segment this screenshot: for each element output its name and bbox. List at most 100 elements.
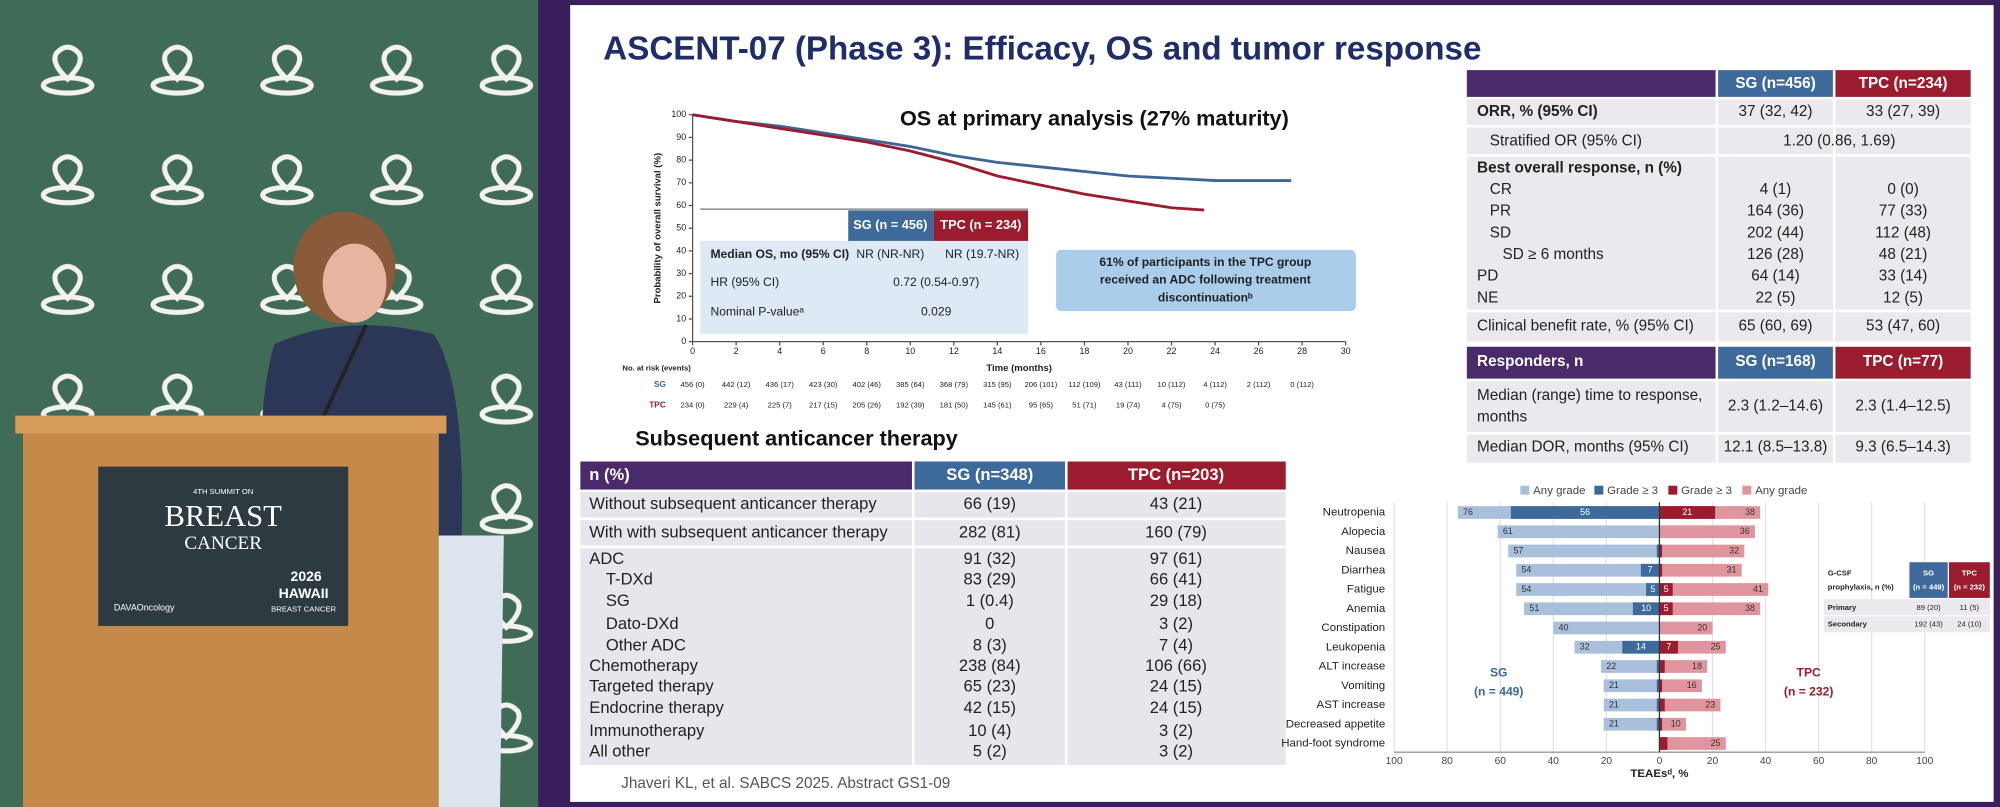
risk-value: 95 (65) — [1029, 400, 1054, 409]
table-value: 37 (32, 42) — [1739, 103, 1813, 120]
risk-value: 181 (50) — [940, 400, 969, 409]
bar — [1656, 717, 1660, 731]
bar-label: 61 — [1503, 526, 1513, 536]
x-tick-label: 20 — [1707, 756, 1719, 767]
y-tick-label: 100 — [671, 109, 686, 119]
risk-value: 436 (17) — [765, 380, 794, 389]
bar — [1524, 602, 1660, 616]
table-value: 5 (2) — [973, 742, 1007, 761]
table-value: 3 (2) — [1159, 742, 1193, 761]
bar — [1659, 544, 1663, 558]
sign-text: HAWAII — [279, 585, 329, 601]
table-label: PR — [1490, 203, 1511, 220]
bar — [1622, 640, 1660, 654]
bar — [1553, 621, 1660, 635]
header-cell — [580, 461, 912, 490]
table-cell: Primary — [1828, 603, 1857, 612]
x-tick-label: 0 — [1657, 756, 1663, 767]
bar — [1659, 660, 1708, 673]
bar — [1659, 544, 1745, 558]
table-value: 22 (5) — [1756, 289, 1796, 306]
risk-value: 225 (7) — [768, 400, 793, 409]
table-header: (n = 449) — [1913, 583, 1945, 592]
table-value: 24 (15) — [1150, 698, 1202, 717]
table-value: 0.72 (0.54-0.97) — [893, 275, 979, 289]
bar-label: 41 — [1753, 584, 1763, 594]
survival-curve — [692, 113, 1205, 212]
bar — [1516, 583, 1660, 596]
bar — [1659, 621, 1713, 635]
x-tick-label: 14 — [992, 346, 1002, 356]
bar-label: 5 — [1664, 603, 1669, 613]
bar-label: 7 — [1666, 642, 1671, 652]
y-tick-label: 30 — [676, 268, 686, 278]
table-value: 0 (0) — [1887, 181, 1918, 198]
bar-label: 32 — [1580, 642, 1590, 652]
x-tick-label: 80 — [1866, 756, 1878, 767]
x-axis-label: Time (months) — [986, 363, 1052, 374]
table-header: TPC (n=77) — [1863, 353, 1943, 370]
bar — [1497, 525, 1660, 539]
table-value: 8 (3) — [973, 636, 1007, 655]
table-label: months — [1477, 409, 1528, 426]
x-tick-label: 30 — [1341, 346, 1351, 356]
risk-value: 368 (79) — [940, 380, 969, 389]
header-cell — [1835, 346, 1971, 379]
bar — [1656, 660, 1660, 673]
table-header: n (%) — [589, 465, 629, 484]
table-label: Chemotherapy — [589, 656, 698, 675]
slide-title: ASCENT-07 (Phase 3): Efficacy, OS and tu… — [603, 31, 1481, 68]
group-label: (n = 232) — [1784, 684, 1833, 698]
legend-swatch — [1594, 485, 1604, 495]
risk-value: 385 (64) — [896, 380, 925, 389]
table-value: 48 (21) — [1879, 246, 1927, 263]
table-label: With with subsequent anticancer therapy — [589, 522, 888, 541]
table-value: 12 (5) — [1883, 289, 1923, 306]
section-title: Subsequent anticancer therapy — [635, 426, 958, 451]
bar-label: 54 — [1521, 584, 1531, 594]
bar-label: 21 — [1609, 680, 1619, 690]
bar — [1659, 525, 1755, 539]
table-value: 0.029 — [921, 305, 952, 319]
category-label: Anemia — [1346, 603, 1386, 615]
table-label: Targeted therapy — [589, 677, 714, 696]
survival-curve — [692, 113, 1292, 182]
x-tick-label: 100 — [1916, 756, 1933, 767]
bar-label: 56 — [1580, 507, 1590, 517]
table-value: 3 (2) — [1159, 721, 1193, 740]
bar-label: 51 — [1529, 603, 1539, 613]
table-value: 43 (21) — [1150, 494, 1202, 513]
header-cell — [1466, 346, 1716, 379]
bar-label: 10 — [1671, 719, 1681, 729]
table-label: Stratified OR (95% CI) — [1490, 133, 1642, 150]
table-label: HR (95% CI) — [710, 275, 779, 289]
table-value: 126 (28) — [1747, 246, 1804, 263]
bar — [1516, 563, 1660, 577]
bar-label: 57 — [1513, 545, 1523, 555]
risk-value: 0 (112) — [1290, 380, 1314, 389]
bar-label: 5 — [1650, 584, 1655, 594]
bar-label: 22 — [1606, 661, 1616, 671]
bar-label: 32 — [1729, 545, 1739, 555]
table-body — [700, 240, 1029, 335]
y-tick-label: 60 — [676, 200, 686, 210]
table-header: SG — [1923, 569, 1934, 578]
legend-label: Any grade — [1755, 485, 1807, 497]
bar — [1659, 717, 1663, 731]
legend-swatch — [1668, 485, 1678, 495]
category-label: Hand-foot syndrome — [1281, 738, 1385, 750]
table-value: 164 (36) — [1747, 203, 1804, 220]
table-header: TPC (n=203) — [1128, 465, 1224, 484]
table-header: TPC (n=234) — [1859, 75, 1948, 92]
bar-label: 76 — [1463, 507, 1473, 517]
microphone — [319, 324, 368, 422]
risk-label: SG — [654, 380, 666, 389]
legend-swatch — [1520, 485, 1530, 495]
risk-value: 229 (4) — [724, 400, 749, 409]
bar-label: 5 — [1664, 584, 1669, 594]
bar — [1659, 640, 1679, 654]
x-tick-label: 18 — [1079, 346, 1089, 356]
risk-value: 10 (112) — [1158, 380, 1186, 389]
bar — [1659, 698, 1665, 712]
